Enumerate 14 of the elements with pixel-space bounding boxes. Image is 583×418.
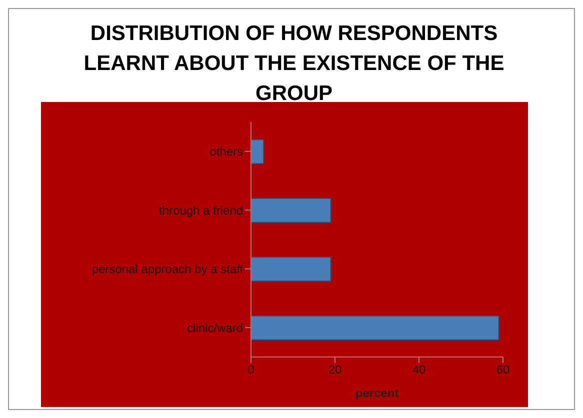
x-tick-label: 40 <box>412 362 426 377</box>
x-tick-label: 60 <box>496 362 510 377</box>
bar <box>251 315 500 340</box>
x-tick-label: 0 <box>248 362 255 377</box>
y-tick-label: through a friend <box>158 203 243 218</box>
chart-title: DISTRIBUTION OF HOW RESPONDENTS LEARNT ABOUT THE EXISTENCE OF THE GROUP <box>82 21 506 107</box>
x-axis-title: percent <box>355 386 399 400</box>
bar <box>251 256 332 282</box>
bar <box>251 198 332 223</box>
y-tick-label: others <box>210 144 243 159</box>
x-tick-label: 20 <box>328 362 342 377</box>
y-tick-label: clinic/ward <box>186 320 243 335</box>
bar <box>251 139 264 164</box>
y-tick-label: personal approach by a staff <box>92 262 244 276</box>
